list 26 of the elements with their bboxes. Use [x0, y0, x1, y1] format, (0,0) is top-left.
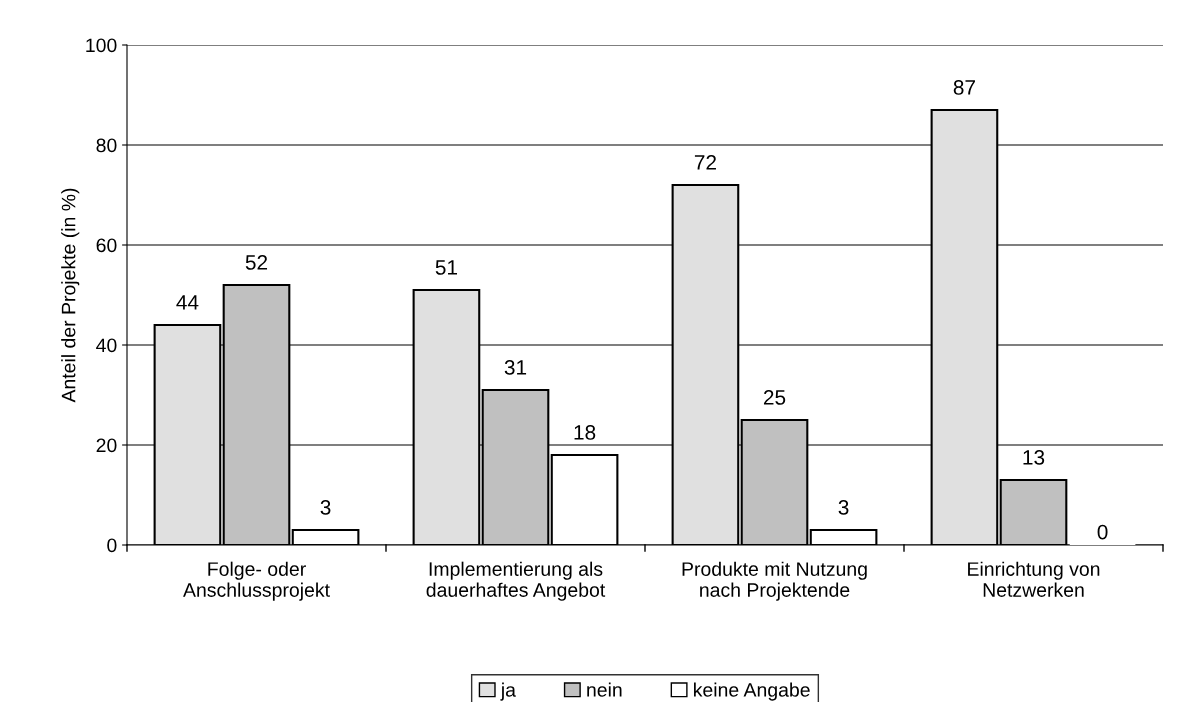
data-label: 3 — [320, 500, 331, 515]
data-label: 0 — [1097, 524, 1108, 540]
data-label: 25 — [763, 390, 786, 405]
x-tick-label: Produkte mit Nutzung nach Projektende — [682, 561, 867, 601]
y-tick-label: 0 — [107, 538, 117, 553]
y-tick-label: 40 — [96, 338, 117, 353]
x-tick-label: Implementierung als dauerhaftes Angebot — [426, 561, 606, 601]
data-label: 51 — [435, 260, 457, 275]
legend-label: keine Angabe — [694, 682, 810, 701]
data-label: 44 — [176, 295, 199, 310]
y-tick-label: 80 — [96, 138, 117, 153]
data-label: 87 — [953, 80, 975, 95]
y-tick-label: 60 — [96, 238, 117, 253]
data-label: 3 — [838, 500, 849, 515]
legend-label: nein — [587, 682, 622, 697]
data-label: 31 — [504, 360, 527, 375]
x-tick-label: Einrichtung von Netzwerken — [968, 561, 1100, 597]
y-tick-label: 100 — [86, 38, 117, 53]
data-label: 13 — [1023, 450, 1045, 465]
x-tick-label: Folge- oder Anschlussprojekt — [183, 561, 330, 601]
legend-label: ja — [500, 682, 516, 701]
data-label: 18 — [574, 425, 596, 440]
data-label: 72 — [694, 155, 716, 170]
data-label: 52 — [245, 255, 268, 270]
y-axis-title: Anteil der Projekte (in %) — [61, 188, 80, 403]
y-tick-label: 20 — [96, 438, 117, 453]
